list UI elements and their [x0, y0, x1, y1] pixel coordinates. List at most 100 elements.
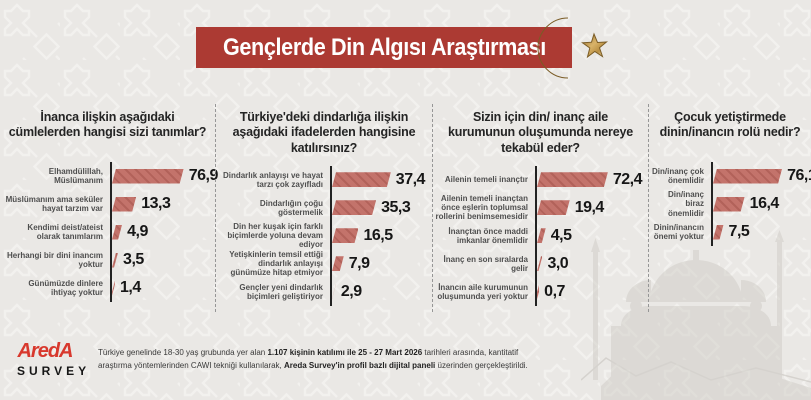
- bar-label: Günümüzde dinlere ihtiyaç yoktur: [28, 278, 103, 297]
- bar: [537, 200, 570, 215]
- bar-chart: Din/inanç çok önemlidir 76,1 Din/inanç bir…: [651, 162, 811, 246]
- bar-cell: 19,4: [535, 193, 646, 222]
- bar: [713, 225, 724, 240]
- bar-value: 4,5: [550, 226, 572, 244]
- bar-cell: 76,9: [110, 162, 218, 190]
- bar-value: 2,9: [340, 282, 362, 300]
- panel-child-raising: Çocuk yetiştirmede dinin/inancın rolü ne…: [648, 104, 811, 312]
- bar-cell: 2,9: [330, 277, 430, 306]
- bar-row: Ailenin temeli inançtan önce eşlerin top…: [435, 193, 646, 222]
- bar-row: Ailenin temeli inançtır 72,4: [435, 165, 646, 194]
- bar-chart: Dindarlık anlayışı ve hayat tarzı çok za…: [218, 165, 430, 306]
- bar-row: Gençler yeni dindarlık biçimleri gelişti…: [218, 277, 430, 306]
- bar-row: İnancın aile kurumunun oluşumunda yeri y…: [435, 277, 646, 306]
- bar-cell: 72,4: [535, 165, 646, 194]
- bar-label: Dindarlığın çoğu göstermelik: [259, 198, 323, 217]
- bar-label: Elhamdülillah, Müslümanım: [48, 166, 103, 185]
- bar: [112, 197, 136, 212]
- bar-chart: Ailenin temeli inançtır 72,4 Ailenin temel…: [435, 165, 646, 306]
- bar-row: Kendimi deist/ateist olarak tanımlarım 4,…: [2, 218, 213, 246]
- bar-value: 19,4: [574, 198, 605, 216]
- bar: [332, 228, 358, 243]
- bar-value: 3,0: [547, 254, 569, 272]
- bar-cell: 4,5: [535, 221, 646, 250]
- bar-row: İnanç en son sıralarda gelir 3,0: [435, 249, 646, 278]
- bar-value: 76,1: [787, 167, 811, 184]
- bar: [112, 253, 118, 268]
- charts-grid: İnanca ilişkin aşağıdaki cümlelerden han…: [0, 104, 811, 312]
- footer: AredA SURVEY Türkiye genelinde 18-30 yaş…: [14, 341, 548, 378]
- panel-religiosity-statements: Türkiye'deki dindarlığa ilişkin aşağıdak…: [215, 104, 432, 312]
- bar-row: Dinin/inancın önemi yoktur 7,5: [651, 218, 809, 246]
- bar-value: 1,4: [120, 279, 141, 296]
- bar-cell: 16,5: [330, 221, 430, 250]
- bar-value: 7,9: [348, 254, 370, 272]
- bar: [332, 284, 336, 299]
- bar-label: İnanç en son sıralarda gelir: [443, 254, 528, 273]
- logo-brand-text: AredA: [17, 340, 73, 362]
- bar: [537, 284, 539, 299]
- bar-value: 13,3: [141, 195, 171, 212]
- bar: [332, 200, 376, 215]
- bar-value: 16,4: [749, 195, 780, 212]
- bar-row: Müslümanım ama seküler hayat tarzım var 1…: [2, 190, 213, 218]
- bar-cell: 7,5: [711, 218, 809, 246]
- page-title: Gençlerde Din Algısı Araştırması: [222, 33, 546, 61]
- bar-cell: 4,9: [110, 218, 213, 246]
- bar-label: Ailenin temeli inançtan önce eşlerin top…: [435, 193, 528, 222]
- bar-cell: 16,4: [711, 190, 809, 218]
- bar-label: İnançtan önce maddi imkanlar önemlidir: [448, 226, 528, 245]
- bar-label: Müslümanım ama seküler hayat tarzım var: [5, 194, 103, 213]
- bar-label: Din/inanç çok önemlidir: [651, 166, 704, 185]
- bar-value: 76,9: [188, 167, 219, 184]
- bar-cell: 13,3: [110, 190, 213, 218]
- areda-survey-logo: AredA SURVEY: [14, 340, 86, 378]
- panel-question: Çocuk yetiştirmede dinin/inancın rolü ne…: [659, 110, 801, 140]
- bar-row: Din/inanç çok önemlidir 76,1: [651, 162, 811, 190]
- bar-label: Ailenin temeli inançtır: [444, 175, 528, 185]
- bar-value: 7,5: [728, 223, 750, 240]
- bar-row: Dindarlığın çoğu göstermelik 35,3: [218, 193, 430, 222]
- bar-row: Din her kuşak için farklı biçimlerde yol…: [218, 221, 430, 250]
- bar-row: Günümüzde dinlere ihtiyaç yoktur 1,4: [2, 274, 213, 302]
- bar: [112, 281, 115, 296]
- panel-question: Türkiye'deki dindarlığa ilişkin aşağıdak…: [232, 110, 416, 155]
- bar-row: İnançtan önce maddi imkanlar önemlidir 4,…: [435, 221, 646, 250]
- bar-label: Dinin/inancın önemi yoktur: [653, 222, 704, 241]
- panel-question: Sizin için din/ inanç aile kurumunun olu…: [448, 110, 633, 155]
- header-banner: Gençlerde Din Algısı Araştırması: [196, 27, 572, 68]
- bar-chart: Elhamdülillah, Müslümanım 76,9 Müslümanım …: [2, 162, 218, 302]
- bar: [112, 169, 184, 184]
- crescent-star-icon: [537, 17, 608, 79]
- bar-value: 37,4: [395, 170, 426, 188]
- bar-label: Kendimi deist/ateist olarak tanımlarım: [27, 222, 103, 241]
- bar-row: Elhamdülillah, Müslümanım 76,9: [2, 162, 218, 190]
- bar-value: 4,9: [127, 223, 148, 240]
- bar: [537, 172, 608, 187]
- bar-label: Herhangi bir dini inancım yoktur: [6, 250, 103, 269]
- panel-belief-definition: İnanca ilişkin aşağıdaki cümlelerden han…: [0, 104, 218, 312]
- bar-label: İnancın aile kurumunun oluşumunda yeri y…: [437, 282, 528, 301]
- bar-cell: 35,3: [330, 193, 430, 222]
- bar: [537, 228, 546, 243]
- bar-value: 72,4: [612, 170, 643, 188]
- methodology-note: Türkiye genelinde 18-30 yaş grubunda yer…: [98, 348, 528, 370]
- bar: [332, 256, 344, 271]
- bar: [112, 225, 122, 240]
- bar-cell: 37,4: [330, 165, 430, 194]
- mosque-silhouette: [581, 230, 811, 400]
- bar: [713, 169, 782, 184]
- bar-label: Yetişkinlerin temsil ettiği dindarlık an…: [229, 249, 323, 278]
- bar-cell: 0,7: [535, 277, 646, 306]
- bar: [713, 197, 745, 212]
- bar-cell: 76,1: [711, 162, 811, 190]
- panel-question: İnanca ilişkin aşağıdaki cümlelerden han…: [8, 110, 207, 140]
- bar-row: Dindarlık anlayışı ve hayat tarzı çok za…: [218, 165, 430, 194]
- bar-cell: 1,4: [110, 274, 213, 302]
- bar-cell: 3,0: [535, 249, 646, 278]
- bar-label: Gençler yeni dindarlık biçimleri gelişti…: [239, 282, 323, 301]
- bar-label: Din her kuşak için farklı biçimlerde yol…: [227, 221, 323, 250]
- bar-cell: 7,9: [330, 249, 430, 278]
- bar-value: 16,5: [363, 226, 393, 244]
